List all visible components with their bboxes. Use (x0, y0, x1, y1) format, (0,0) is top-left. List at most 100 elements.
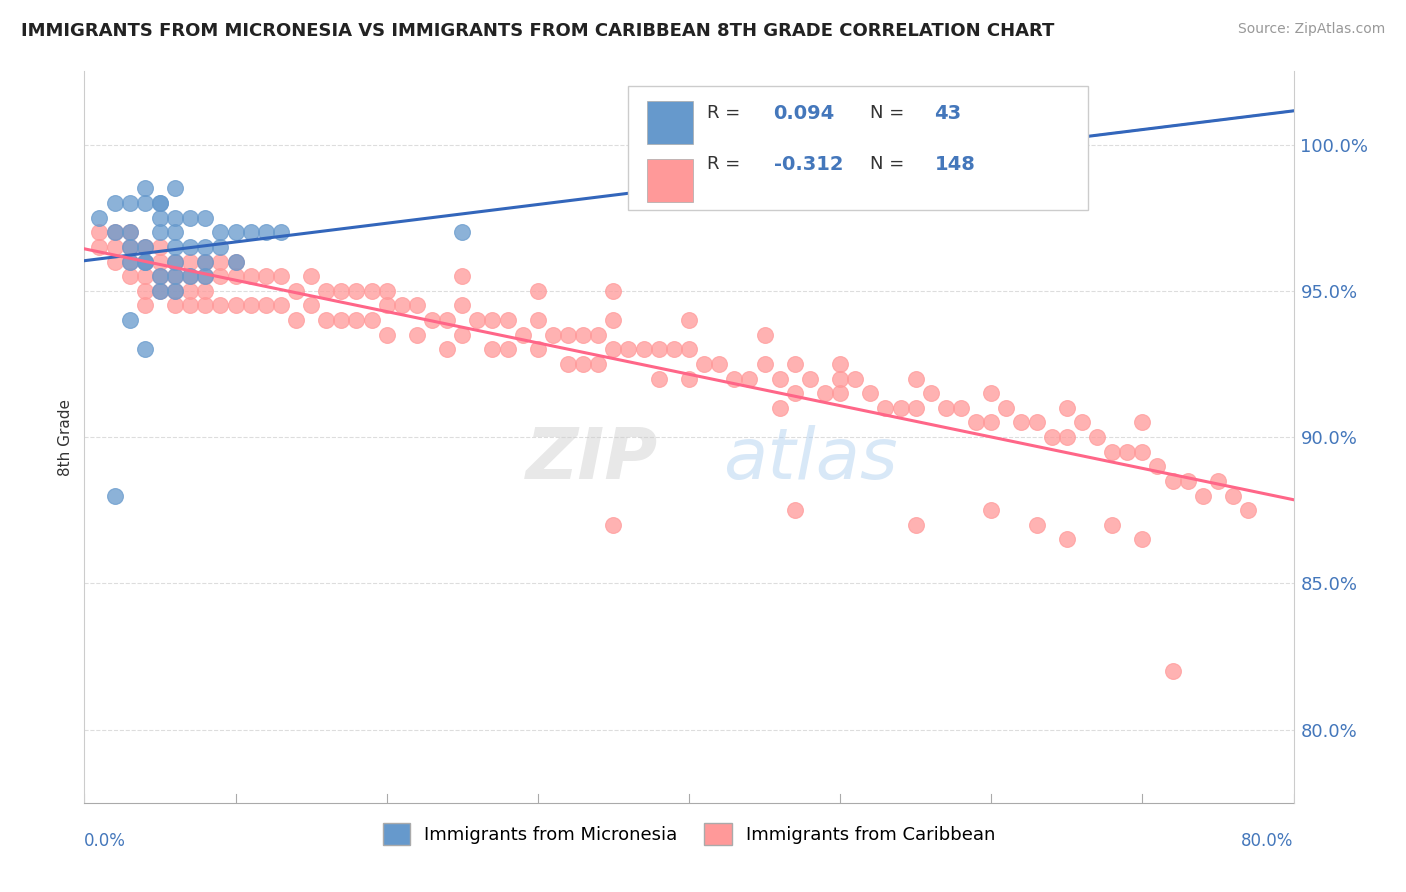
Point (662, 343, 685, 357)
Point (904, 371, 927, 385)
Y-axis label: 8th Grade: 8th Grade (58, 399, 73, 475)
Point (299, 298, 322, 312)
Point (1222, 489, 1244, 503)
Point (375, 298, 398, 312)
Point (118, 240, 141, 254)
Point (134, 240, 156, 254)
Point (149, 254, 172, 268)
Text: ZIP: ZIP (526, 425, 658, 493)
FancyBboxPatch shape (647, 101, 693, 144)
Point (557, 327, 579, 342)
Point (118, 254, 141, 268)
Point (738, 371, 761, 385)
Point (1040, 430, 1063, 444)
Point (890, 401, 912, 415)
Point (602, 313, 624, 327)
Point (844, 371, 866, 385)
Point (179, 240, 201, 254)
Point (179, 211, 201, 225)
Point (904, 517, 927, 532)
Point (1085, 430, 1108, 444)
Text: R =: R = (707, 104, 747, 122)
Point (194, 211, 217, 225)
Point (754, 327, 776, 342)
Point (225, 225, 247, 239)
Point (194, 284, 217, 298)
Point (346, 284, 368, 298)
Point (527, 313, 550, 327)
Point (194, 269, 217, 284)
Point (920, 386, 942, 401)
Point (118, 225, 141, 239)
Point (467, 313, 489, 327)
Point (134, 181, 156, 195)
Point (165, 181, 187, 195)
Point (149, 211, 172, 225)
Point (1116, 444, 1139, 458)
Point (149, 284, 172, 298)
Point (375, 327, 398, 342)
Point (315, 284, 337, 298)
Point (783, 503, 806, 517)
Point (1130, 533, 1153, 547)
Point (451, 327, 474, 342)
Point (995, 401, 1018, 415)
Point (541, 327, 564, 342)
Point (104, 240, 127, 254)
Point (194, 298, 217, 312)
Point (1130, 444, 1153, 458)
Point (1177, 474, 1199, 488)
Point (830, 386, 852, 401)
Point (451, 225, 474, 239)
Point (1192, 489, 1215, 503)
Point (904, 401, 927, 415)
Text: 43: 43 (935, 104, 962, 123)
Point (165, 240, 187, 254)
Point (451, 269, 474, 284)
Text: 0.0%: 0.0% (84, 832, 127, 850)
Point (481, 313, 503, 327)
Point (285, 284, 308, 298)
Point (1025, 517, 1047, 532)
Point (980, 503, 1002, 517)
Point (165, 269, 187, 284)
Point (330, 313, 353, 327)
Point (557, 357, 579, 371)
Text: -0.312: -0.312 (773, 155, 844, 175)
Point (179, 269, 201, 284)
Point (1101, 444, 1123, 458)
Point (783, 357, 806, 371)
Point (118, 240, 141, 254)
Point (118, 269, 141, 284)
Point (134, 284, 156, 298)
Text: N =: N = (870, 155, 910, 173)
Point (149, 284, 172, 298)
Point (588, 357, 610, 371)
Text: Source: ZipAtlas.com: Source: ZipAtlas.com (1237, 22, 1385, 37)
Point (602, 343, 624, 357)
Point (134, 196, 156, 211)
Point (678, 313, 700, 327)
Point (179, 298, 201, 312)
Point (572, 357, 595, 371)
Point (875, 401, 897, 415)
FancyBboxPatch shape (647, 159, 693, 202)
Point (118, 313, 141, 327)
Point (1237, 503, 1260, 517)
Point (481, 343, 503, 357)
Point (254, 298, 277, 312)
Point (134, 254, 156, 268)
Point (254, 269, 277, 284)
Point (754, 357, 776, 371)
Point (134, 343, 156, 357)
Point (602, 284, 624, 298)
Point (149, 225, 172, 239)
Point (104, 225, 127, 239)
Point (633, 343, 655, 357)
Point (118, 225, 141, 239)
Point (693, 357, 716, 371)
Point (527, 284, 550, 298)
Point (89, 225, 111, 239)
Point (225, 269, 247, 284)
Point (648, 343, 671, 357)
